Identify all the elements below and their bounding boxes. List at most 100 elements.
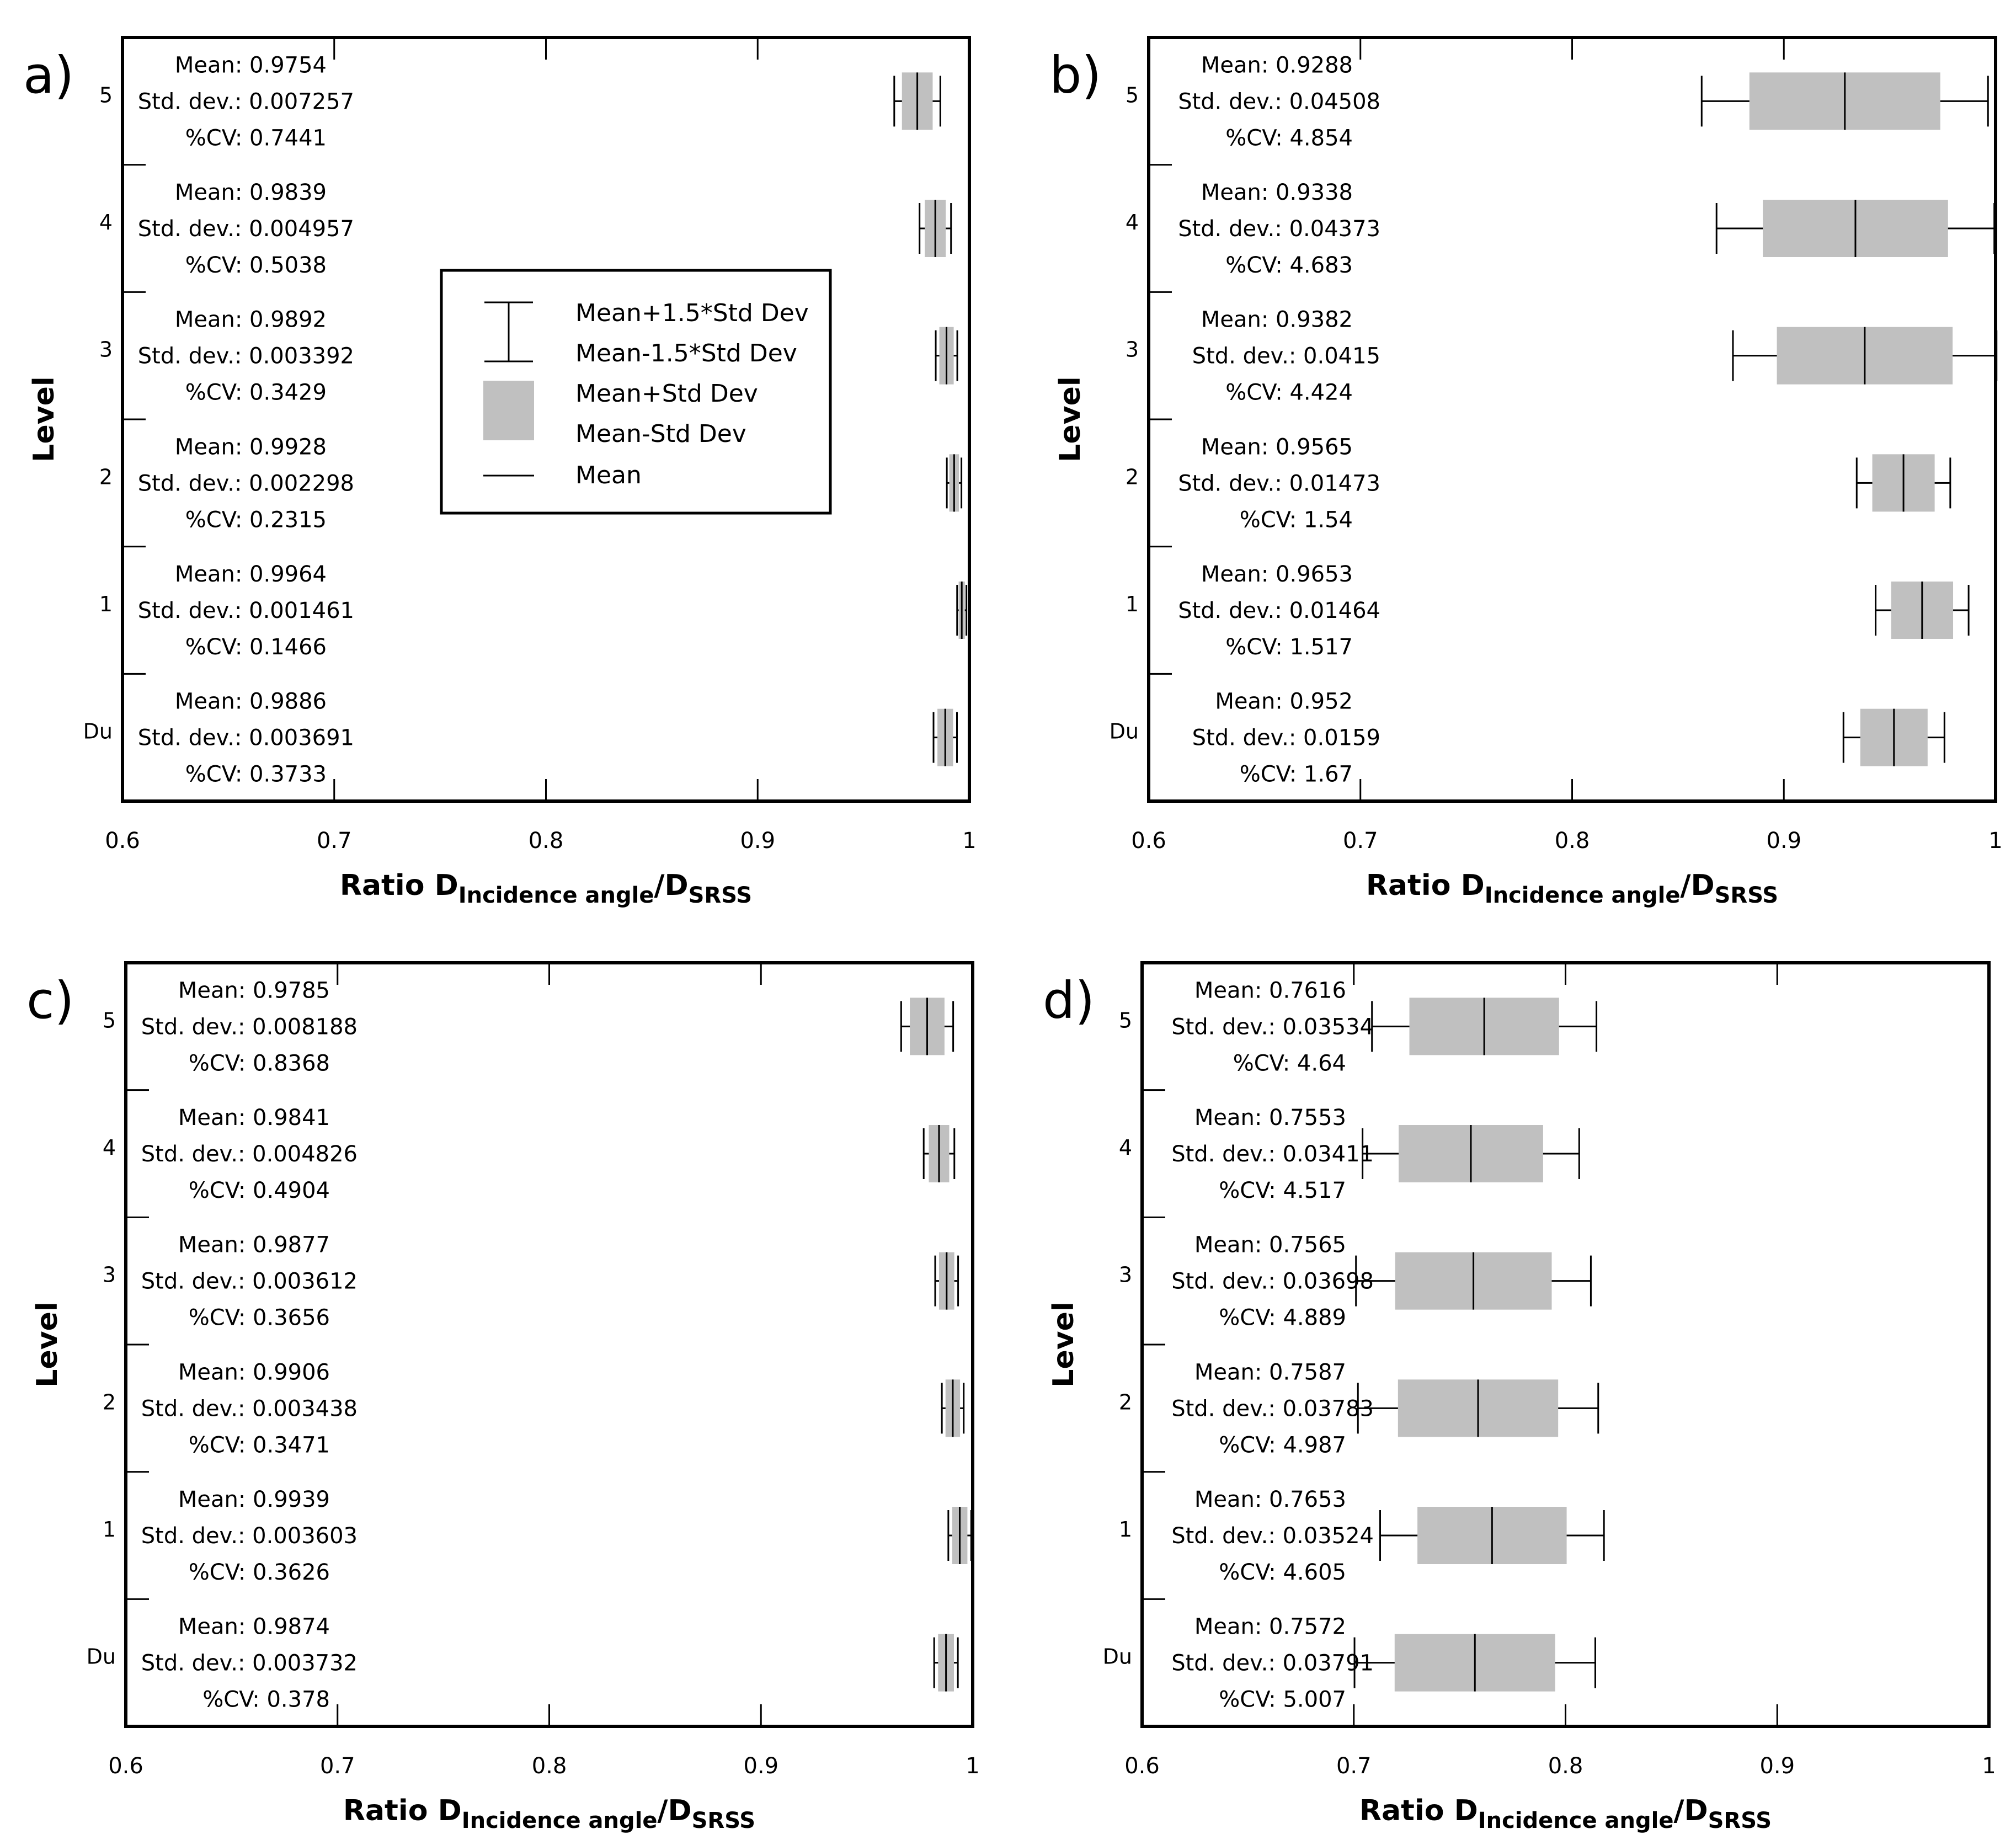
stat-mean: Mean: 0.9653 bbox=[1201, 562, 1353, 587]
stat-mean: Mean: 0.9964 bbox=[175, 562, 327, 587]
panels: 0.6 0.7 0.8 0.9 1 Mean: 0.9754 Std. dev.: 0.00… bbox=[23, 36, 2003, 1833]
row-level-1: Mean: 0.7653 Std. dev.: 0.03524 %CV: 4.605… bbox=[1119, 1487, 1605, 1585]
row-level-5: Mean: 0.7616 Std. dev.: 0.03534 %CV: 4.64 5 bbox=[1119, 978, 1598, 1076]
y-axis-label: Level bbox=[1054, 376, 1087, 462]
stat-cv: %CV: 0.5038 bbox=[185, 253, 327, 278]
row-level-4: Mean: 0.9841 Std. dev.: 0.004826 %CV: 0.49… bbox=[103, 1105, 956, 1203]
row-level-1: Mean: 0.9939 Std. dev.: 0.003603 %CV: 0.36… bbox=[103, 1487, 972, 1585]
stat-cv: %CV: 0.3429 bbox=[185, 380, 327, 406]
stat-std: Std. dev.: 0.003612 bbox=[141, 1269, 358, 1294]
stat-std: Std. dev.: 0.03411 bbox=[1171, 1142, 1374, 1167]
x-tick-label: 0.8 bbox=[532, 1753, 567, 1779]
plot-frame bbox=[121, 36, 971, 803]
x-axis-label-mid: /D bbox=[657, 1794, 691, 1827]
stat-mean: Mean: 0.9785 bbox=[178, 978, 330, 1003]
level-label: 4 bbox=[1126, 210, 1139, 234]
stat-mean: Mean: 0.9892 bbox=[175, 307, 327, 333]
stat-std: Std. dev.: 0.008188 bbox=[141, 1014, 358, 1039]
level-label: 5 bbox=[1119, 1008, 1132, 1032]
row-level-4: Mean: 0.9338 Std. dev.: 0.04373 %CV: 4.683… bbox=[1126, 180, 1996, 278]
stat-mean: Mean: 0.9338 bbox=[1201, 180, 1353, 205]
x-axis-label: Ratio DIncidence angle/DSRSS bbox=[1366, 869, 1778, 908]
stat-cv: %CV: 4.605 bbox=[1219, 1560, 1346, 1585]
row-level-du: Mean: 0.7572 Std. dev.: 0.03791 %CV: 5.007… bbox=[1103, 1614, 1596, 1713]
x-tick-label: 0.7 bbox=[1343, 828, 1378, 854]
x-tick-label: 0.6 bbox=[108, 1753, 143, 1779]
level-label: 4 bbox=[103, 1135, 116, 1160]
level-label: 4 bbox=[1119, 1135, 1132, 1160]
row-level-5: Mean: 0.9754 Std. dev.: 0.007257 %CV: 0.74… bbox=[99, 52, 941, 151]
level-label: Du bbox=[83, 719, 113, 744]
stat-std: Std. dev.: 0.01473 bbox=[1178, 471, 1380, 496]
stat-mean: Mean: 0.9874 bbox=[178, 1614, 330, 1640]
x-axis-label-mid: /D bbox=[654, 869, 688, 902]
x-tick-label: 0.7 bbox=[317, 828, 352, 854]
stat-mean: Mean: 0.9382 bbox=[1201, 307, 1353, 333]
stat-mean: Mean: 0.7653 bbox=[1194, 1487, 1346, 1512]
x-tick-label: 0.8 bbox=[1555, 828, 1590, 854]
stat-cv: %CV: 1.517 bbox=[1225, 634, 1353, 660]
x-tick-label: 0.7 bbox=[320, 1753, 355, 1779]
level-label: 2 bbox=[1119, 1390, 1132, 1414]
stat-mean: Mean: 0.9754 bbox=[175, 52, 327, 78]
stat-cv: %CV: 4.683 bbox=[1225, 253, 1353, 278]
stat-std: Std. dev.: 0.003392 bbox=[138, 344, 354, 369]
level-label: 3 bbox=[1119, 1263, 1132, 1287]
level-label: 1 bbox=[1126, 592, 1139, 616]
stat-mean: Mean: 0.9928 bbox=[175, 434, 327, 460]
x-axis-label-sub1: Incidence angle bbox=[1478, 1808, 1674, 1833]
stat-cv: %CV: 0.3733 bbox=[185, 762, 327, 787]
stat-cv: %CV: 4.517 bbox=[1219, 1178, 1346, 1203]
panel-b: 0.6 0.7 0.8 0.9 1 Mean: 0.9288 Std. dev.: 0.04… bbox=[1049, 36, 2003, 908]
legend-mean-label: Mean bbox=[575, 461, 642, 489]
x-tick-label: 0.8 bbox=[1548, 1753, 1583, 1779]
stat-cv: %CV: 0.4904 bbox=[189, 1178, 330, 1203]
level-label: 5 bbox=[99, 83, 113, 107]
row-level-3: Mean: 0.9892 Std. dev.: 0.003392 %CV: 0.34… bbox=[99, 307, 958, 406]
x-tick-label: 0.6 bbox=[1124, 1753, 1160, 1779]
plot-frame bbox=[1147, 36, 1997, 803]
x-axis-label-sub1: Incidence angle bbox=[458, 883, 654, 908]
panel-label: b) bbox=[1049, 46, 1101, 105]
panel-label: c) bbox=[26, 971, 74, 1030]
level-label: 3 bbox=[103, 1263, 116, 1287]
row-level-3: Mean: 0.7565 Std. dev.: 0.03698 %CV: 4.889… bbox=[1119, 1233, 1592, 1331]
level-label: Du bbox=[1110, 719, 1139, 744]
x-axis-label-sub1: Incidence angle bbox=[1485, 883, 1681, 908]
level-label: 2 bbox=[103, 1390, 116, 1414]
level-label: 1 bbox=[1119, 1517, 1132, 1542]
stat-cv: %CV: 0.1466 bbox=[185, 634, 327, 660]
stat-mean: Mean: 0.9877 bbox=[178, 1233, 330, 1258]
stat-std: Std. dev.: 0.04373 bbox=[1178, 216, 1380, 242]
stat-mean: Mean: 0.7616 bbox=[1194, 978, 1346, 1003]
x-tick-label: 1 bbox=[962, 828, 976, 854]
row-level-4: Mean: 0.9839 Std. dev.: 0.004957 %CV: 0.50… bbox=[99, 180, 952, 278]
stat-cv: %CV: 4.987 bbox=[1219, 1432, 1346, 1458]
stat-mean: Mean: 0.9288 bbox=[1201, 52, 1353, 78]
stat-std: Std. dev.: 0.0415 bbox=[1192, 344, 1380, 369]
stat-cv: %CV: 1.54 bbox=[1240, 507, 1353, 532]
row-level-2: Mean: 0.9928 Std. dev.: 0.002298 %CV: 0.23… bbox=[99, 434, 963, 532]
row-level-3: Mean: 0.9877 Std. dev.: 0.003612 %CV: 0.36… bbox=[103, 1233, 959, 1331]
x-axis-label-mid: /D bbox=[1680, 869, 1714, 902]
level-label: 2 bbox=[1126, 465, 1139, 489]
x-tick-label: 0.6 bbox=[1131, 828, 1166, 854]
x-axis-label: Ratio DIncidence angle/DSRSS bbox=[343, 1794, 755, 1833]
stat-std: Std. dev.: 0.03698 bbox=[1171, 1269, 1374, 1294]
stat-std: Std. dev.: 0.04508 bbox=[1178, 89, 1380, 114]
legend-whisker-bottom-label: Mean-1.5*Std Dev bbox=[575, 339, 797, 367]
x-tick-label: 0.9 bbox=[1759, 1753, 1795, 1779]
y-axis-label: Level bbox=[31, 1302, 64, 1387]
stat-mean: Mean: 0.9565 bbox=[1201, 434, 1353, 460]
row-level-1: Mean: 0.9964 Std. dev.: 0.001461 %CV: 0.14… bbox=[99, 562, 968, 660]
x-tick-label: 0.9 bbox=[743, 1753, 778, 1779]
y-axis-label: Level bbox=[28, 376, 61, 462]
row-level-1: Mean: 0.9653 Std. dev.: 0.01464 %CV: 1.517… bbox=[1126, 562, 1970, 660]
x-tick-label: 0.6 bbox=[105, 828, 140, 854]
x-axis-label-sub2: SRSS bbox=[689, 883, 752, 908]
stat-mean: Mean: 0.9841 bbox=[178, 1105, 330, 1131]
row-level-2: Mean: 0.7587 Std. dev.: 0.03783 %CV: 4.987… bbox=[1119, 1359, 1599, 1458]
stat-mean: Mean: 0.7565 bbox=[1194, 1233, 1346, 1258]
stat-cv: %CV: 0.8368 bbox=[189, 1051, 330, 1076]
row-level-du: Mean: 0.9874 Std. dev.: 0.003732 %CV: 0.37… bbox=[87, 1614, 959, 1713]
